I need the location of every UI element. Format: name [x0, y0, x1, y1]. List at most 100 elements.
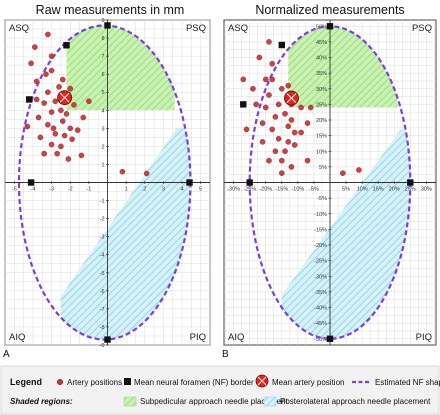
panel-b-x-tick-label: 25% — [405, 187, 416, 193]
panel-b-artery-point — [272, 148, 279, 155]
panel-a-y-tick-label: -6 — [100, 289, 105, 295]
panel-a-y-tick-label: 4 — [101, 108, 104, 114]
panel-a-x-tick-label: 2 — [143, 187, 146, 193]
panel-a-label: A — [3, 349, 10, 360]
panel-b-artery-point — [262, 104, 269, 111]
panel-b-quadrant-asq: ASQ — [228, 23, 248, 34]
panel-a-artery-point — [43, 71, 49, 77]
legend-item-posterolateral: Posterolateral approach needle placement — [263, 396, 431, 407]
panel-a-artery-point — [65, 156, 72, 162]
panel-b-x-tick-label: 15% — [373, 187, 384, 193]
panel-a-y-tick-label: 1 — [101, 162, 104, 168]
panel-a-artery-point — [54, 150, 60, 157]
legend-shaded-heading: Shaded regions: — [10, 397, 73, 406]
panel-b-y-tick-label: 15% — [316, 134, 327, 140]
black-square-marker-icon — [124, 378, 131, 385]
panel-a-y-tick-label: -2 — [100, 217, 105, 223]
panel-a-artery-point — [41, 150, 47, 157]
panel-a-x-tick-label: -1 — [86, 187, 91, 193]
panel-a-nf-border-marker — [186, 179, 193, 186]
panel-a-artery-point — [67, 85, 74, 92]
panel-b-y-tick-label: 25% — [316, 102, 327, 108]
panel-b-artery-point — [291, 142, 298, 148]
panel-a-y-tick-label: -5 — [100, 271, 105, 277]
panel-a-mean-artery-cross — [59, 92, 70, 103]
panel-a-artery-point — [119, 168, 126, 175]
panel-b-nf-border-marker — [326, 335, 334, 342]
panel-b-x-tick-label: 20% — [389, 187, 400, 193]
panel-a-artery-point — [143, 170, 150, 177]
panel-a-artery-point — [69, 136, 75, 142]
panel-a-artery-point — [28, 60, 34, 67]
panel-a-quadrant-psq: PSQ — [186, 23, 206, 34]
panel-a-x-tick-label: -4 — [31, 187, 36, 193]
panel-b-y-tick-label: -50% — [314, 337, 327, 343]
panel-a-x-tick-label: -3 — [49, 187, 54, 193]
panel-b-artery-point — [285, 139, 292, 145]
panel-b-artery-point — [298, 129, 304, 136]
panel-a-y-tick-label: -9 — [100, 343, 105, 349]
panel-b-y-tick-label: 45% — [316, 40, 327, 46]
panel-a-artery-point — [86, 98, 92, 105]
panel-b-y-tick-label: -40% — [314, 306, 327, 312]
panel-a-y-tick-label: 6 — [101, 72, 104, 78]
panel-a-artery-point — [52, 130, 59, 137]
panel-a-artery-point — [63, 111, 70, 117]
panel-a-artery-point — [71, 102, 77, 108]
panel-a-nf-border-marker — [26, 96, 33, 103]
panel-b-artery-point — [269, 76, 275, 83]
panel-a-artery-point — [45, 89, 51, 96]
panel-a-quadrant-aiq: AIQ — [9, 332, 25, 343]
panel-a-nf-border-marker — [27, 179, 35, 186]
panel-a-artery-point — [78, 152, 85, 159]
legend-item-nf-shape: Estimated NF shape — [352, 378, 440, 387]
panel-a-artery-point — [48, 67, 55, 74]
panel-a-artery-point — [59, 118, 66, 124]
panel-a-artery-point — [45, 121, 51, 128]
panel-b-artery-point — [285, 82, 292, 89]
panel-a-quadrant-piq: PIQ — [190, 332, 206, 343]
legend-label-posterolateral: Posterolateral approach needle placement — [280, 397, 431, 406]
panel-b-artery-point — [250, 85, 256, 92]
panel-b-y-tick-label: -35% — [314, 290, 327, 296]
panel-a-y-tick-label: -4 — [100, 253, 105, 259]
panel-a-y-tick-label: -3 — [100, 235, 105, 241]
green-hatched-swatch-icon — [123, 396, 137, 407]
panel-a-y-tick-label: 2 — [101, 144, 104, 150]
panel-b-artery-point — [240, 76, 247, 83]
panel-a-y-tick-label: -1 — [100, 199, 105, 205]
panel-b-y-tick-label: -10% — [314, 212, 327, 218]
panel-a-y-tick-label: 7 — [101, 54, 104, 60]
panel-b-artery-point — [340, 170, 346, 176]
panel-b-artery-point — [262, 76, 269, 83]
panel-b-x-tick-label: -10% — [291, 187, 304, 193]
legend-item-mean-artery: Mean artery position — [255, 374, 344, 388]
panel-b-nf-border-marker — [278, 41, 286, 49]
panel-a-artery-point — [56, 84, 62, 90]
legend-item-artery-positions: Artery positions — [56, 378, 122, 387]
panel-b-x-tick-label: -15% — [275, 187, 288, 193]
panel-b-artery-point — [266, 39, 272, 45]
panel-b-artery-point — [291, 129, 298, 136]
panel-b-y-tick-label: -25% — [314, 259, 327, 265]
panel-b-x-tick-label: -25% — [243, 187, 256, 193]
panel-a-artery-point — [48, 109, 55, 115]
panel-a-y-tick-label: 8 — [101, 36, 104, 42]
panel-b-y-tick-label: 30% — [316, 87, 327, 93]
panel-b-artery-point — [356, 167, 362, 173]
panel-b-quadrant-aiq: AIQ — [228, 332, 244, 343]
panel-a-y-tick-label: 5 — [101, 90, 104, 96]
panel-a-artery-point — [33, 78, 40, 85]
panel-a-artery-point — [48, 53, 55, 59]
panel-a-artery-point — [80, 114, 87, 121]
panel-a-artery-point — [50, 125, 57, 132]
legend-item-subpedicular: Subpedicular approach needle placement — [123, 396, 288, 407]
panel-b-nf-border-marker — [246, 179, 253, 186]
panel-b-x-tick-label: -5% — [309, 187, 319, 193]
panel-b-y-tick-label: 40% — [316, 56, 327, 62]
legend-label-mean-artery: Mean artery position — [272, 378, 344, 387]
panel-a-x-tick-label: 5 — [199, 187, 202, 193]
panel-b-x-tick-label: 30% — [421, 187, 432, 193]
panel-b-artery-point — [282, 148, 288, 155]
